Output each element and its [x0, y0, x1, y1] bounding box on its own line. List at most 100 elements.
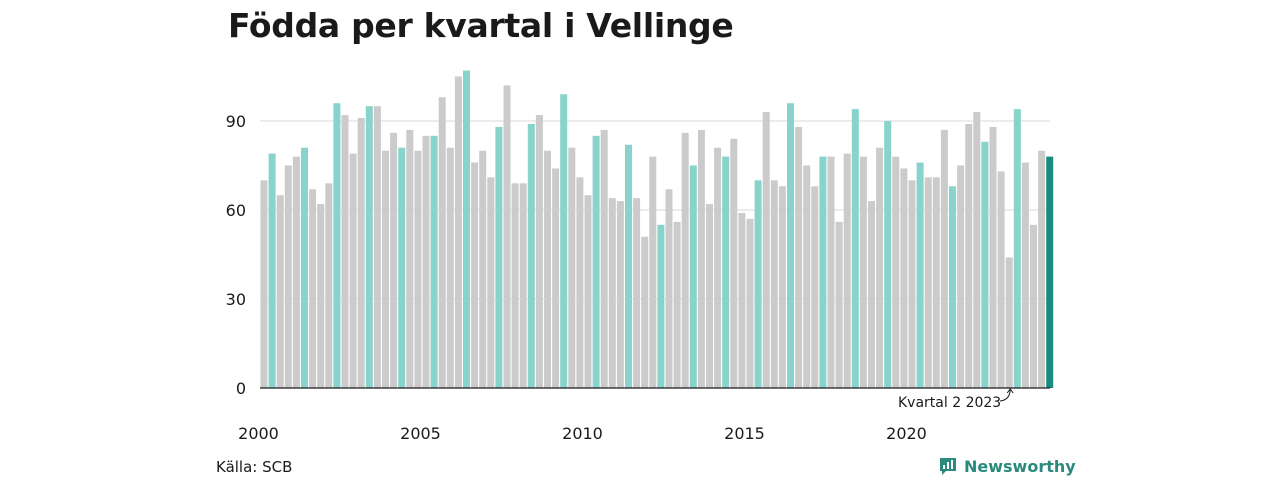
bar	[892, 156, 900, 388]
bar	[276, 195, 284, 388]
y-tick-label: 90	[226, 112, 246, 131]
bar	[1046, 156, 1054, 388]
bar	[552, 168, 560, 388]
bar	[697, 129, 705, 388]
bar	[746, 218, 754, 388]
bar	[333, 103, 341, 388]
bar	[827, 156, 835, 388]
bar	[535, 115, 543, 389]
bar	[787, 103, 794, 388]
bar	[373, 106, 381, 389]
bar	[1021, 162, 1029, 388]
bar	[722, 156, 730, 388]
x-tick-label: 2010	[562, 424, 603, 443]
x-tick-label: 2020	[886, 424, 927, 443]
brand-logo: Newsworthy	[938, 456, 1076, 476]
bar	[422, 135, 430, 388]
bar	[665, 189, 673, 388]
bar	[284, 165, 292, 388]
bar	[908, 180, 916, 388]
bar	[292, 156, 300, 388]
bar	[689, 165, 697, 388]
bar	[876, 147, 884, 388]
bar	[406, 129, 414, 388]
bar	[430, 135, 438, 388]
bar	[940, 129, 948, 388]
bar	[479, 150, 487, 388]
bar	[859, 156, 867, 388]
bar	[932, 177, 940, 388]
bar	[390, 132, 398, 388]
bar	[714, 147, 722, 388]
brand-name: Newsworthy	[964, 456, 1076, 476]
x-tick-label: 2000	[238, 424, 279, 443]
bar	[544, 150, 551, 388]
newsworthy-logo-icon	[940, 458, 956, 475]
bar	[495, 126, 503, 388]
bar	[471, 162, 479, 388]
bar	[762, 112, 770, 388]
bar	[949, 186, 956, 388]
bar	[868, 201, 875, 388]
bar	[568, 147, 576, 388]
bar	[301, 147, 308, 388]
bar	[835, 221, 843, 388]
source-label: Källa: SCB	[216, 458, 293, 476]
bar	[924, 177, 932, 388]
bar	[584, 195, 592, 388]
bar	[989, 126, 997, 388]
bar	[519, 183, 527, 388]
bar	[382, 150, 389, 388]
bar	[341, 115, 349, 389]
bar	[454, 76, 462, 388]
chart-title: Födda per kvartal i Vellinge	[228, 6, 734, 45]
bar	[649, 156, 657, 388]
bar	[811, 186, 819, 388]
annotation: Kvartal 2 2023	[898, 388, 1014, 411]
bar	[592, 135, 600, 388]
x-tick-label: 2005	[400, 424, 441, 443]
bar	[268, 153, 276, 388]
bar	[1030, 224, 1037, 388]
bar	[365, 106, 373, 389]
bar	[527, 123, 535, 388]
bar	[819, 156, 827, 388]
bar	[973, 112, 981, 388]
bar	[657, 224, 665, 388]
y-tick-label: 30	[226, 290, 246, 309]
bar	[706, 204, 713, 388]
bar	[600, 129, 608, 388]
bar	[309, 189, 317, 388]
bar	[1013, 109, 1021, 388]
bar	[795, 126, 803, 388]
bar	[511, 183, 519, 388]
bar	[843, 153, 851, 388]
bar	[957, 165, 965, 388]
bar	[673, 221, 681, 388]
bar	[576, 177, 584, 388]
bar	[997, 171, 1005, 388]
bar	[803, 165, 811, 388]
annotation-arrow	[999, 388, 1011, 402]
bar-chart: 0 30 60 90 2000 2005 2010 2015 2020 Kvartal 2 20…	[226, 70, 1054, 443]
bar	[900, 168, 908, 388]
bar	[560, 94, 568, 389]
bar	[681, 132, 689, 388]
bar	[260, 180, 268, 388]
tick-labels: 0 30 60 90 2000 2005 2010 2015 2020	[226, 112, 927, 443]
bar	[641, 236, 649, 388]
bar	[503, 85, 511, 389]
bar	[851, 109, 859, 388]
bar	[884, 121, 892, 388]
y-tick-label: 60	[226, 201, 246, 220]
bar	[738, 212, 746, 388]
annotation-arrowhead	[1006, 388, 1014, 394]
x-tick-label: 2015	[724, 424, 765, 443]
bar	[616, 201, 624, 388]
bar	[349, 153, 357, 388]
bar	[1038, 150, 1046, 388]
bar	[981, 141, 989, 388]
bar	[317, 204, 325, 388]
bar	[965, 123, 973, 388]
bar	[916, 162, 924, 388]
